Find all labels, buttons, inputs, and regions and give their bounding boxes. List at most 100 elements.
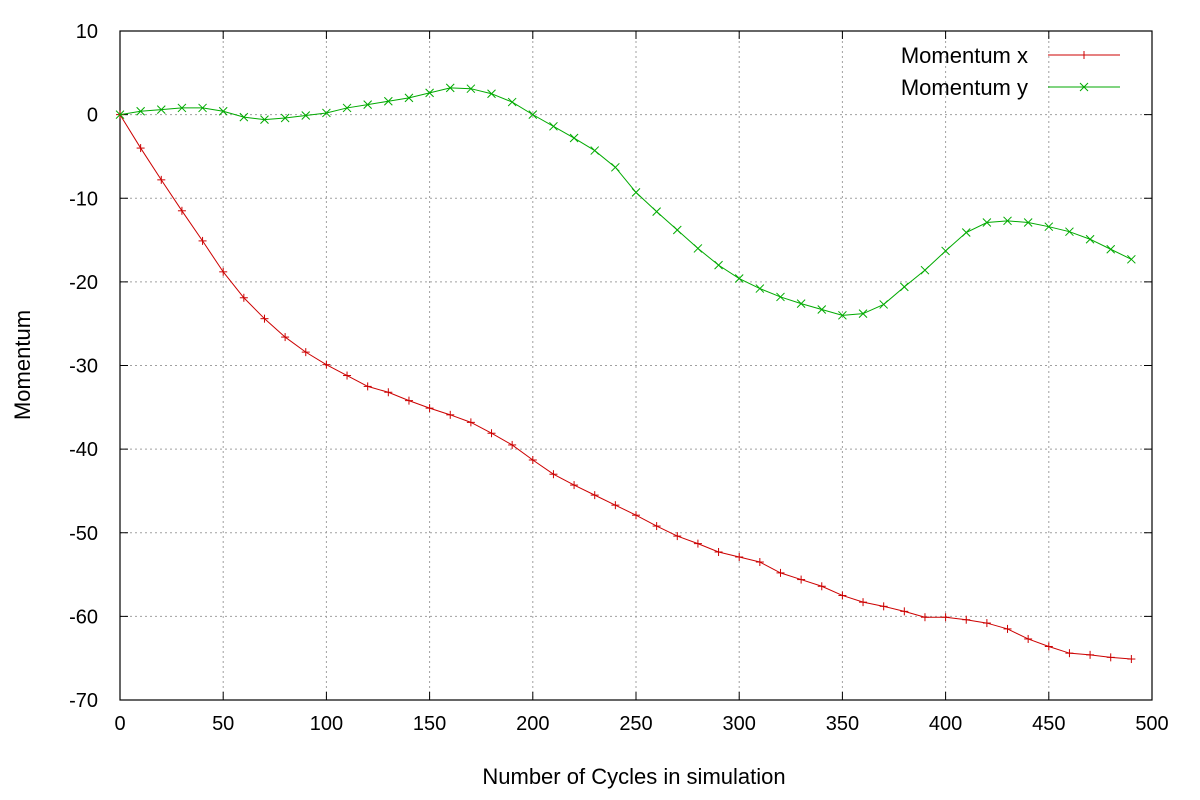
data-point [961, 228, 971, 237]
data-point [528, 110, 538, 119]
data-point [260, 115, 269, 124]
data-point [755, 284, 765, 293]
data-point [136, 106, 145, 116]
x-tick-label: 500 [1135, 713, 1168, 735]
data-point [446, 410, 455, 419]
y-tick-label: -20 [69, 272, 98, 294]
data-point [899, 282, 909, 292]
data-point [962, 615, 971, 624]
data-point [1044, 642, 1053, 651]
data-point [1127, 254, 1136, 264]
axis-ticks: 0 50 100 150 200 250 300 350 400 450 500100-10-20-… [69, 21, 1169, 735]
legend-label: Momentum y [901, 75, 1028, 100]
data-point [817, 582, 826, 591]
legend-marker [1079, 82, 1089, 92]
y-tick-label: -40 [69, 439, 98, 461]
data-point [672, 225, 682, 235]
legend-label: Momentum x [901, 43, 1028, 68]
data-point [796, 299, 806, 308]
data-point [1127, 655, 1136, 664]
data-point [879, 300, 889, 309]
data-point [363, 382, 372, 391]
series-momentum-y [115, 83, 1136, 320]
data-point [611, 162, 620, 172]
data-point [487, 89, 496, 99]
data-point [590, 146, 600, 155]
data-point [1065, 649, 1074, 658]
data-point [425, 88, 434, 98]
y-tick-label: -10 [69, 188, 98, 210]
x-tick-label: 400 [929, 713, 962, 735]
data-point [404, 93, 414, 103]
data-point [157, 175, 166, 184]
y-tick-label: -50 [69, 523, 98, 545]
data-point [652, 522, 661, 531]
data-point [549, 121, 558, 131]
x-axis-title: Number of Cycles in simulation [482, 764, 785, 789]
x-tick-label: 50 [212, 713, 234, 735]
data-point [590, 491, 599, 500]
data-point [1003, 624, 1012, 633]
data-point [1106, 244, 1116, 254]
data-point [281, 333, 290, 342]
data-point [673, 532, 682, 541]
data-point [198, 103, 207, 113]
data-point [383, 96, 393, 106]
data-point [631, 188, 641, 197]
y-tick-label: -60 [69, 606, 98, 628]
legend-entry: Momentum x [901, 43, 1120, 68]
series-line [119, 114, 1132, 660]
data-point [136, 144, 145, 153]
data-point [1003, 216, 1012, 226]
data-point [260, 314, 269, 323]
data-point [1086, 650, 1095, 659]
data-point [508, 440, 517, 449]
data-point [363, 100, 373, 109]
data-point [838, 310, 847, 320]
data-point [239, 112, 249, 122]
data-point [693, 244, 703, 253]
data-point [115, 110, 125, 119]
data-point [177, 206, 186, 215]
legend-entry: Momentum y [901, 75, 1120, 100]
y-tick-label: 0 [87, 105, 98, 127]
data-point [920, 265, 930, 275]
x-tick-label: 150 [413, 713, 446, 735]
data-point [1024, 634, 1033, 643]
data-point [549, 470, 558, 479]
data-point [652, 207, 661, 216]
data-point [900, 607, 909, 616]
data-point [734, 274, 744, 283]
data-point [570, 481, 579, 490]
data-point [466, 418, 475, 427]
data-point [280, 113, 290, 123]
series-layer [115, 83, 1136, 664]
data-point [384, 388, 393, 397]
data-point [219, 267, 228, 276]
data-point [817, 305, 827, 314]
y-tick-label: -70 [69, 690, 98, 712]
data-point [1065, 227, 1074, 237]
data-point [859, 598, 868, 607]
data-point [755, 558, 764, 567]
data-point [632, 511, 640, 520]
data-point [445, 83, 455, 93]
data-point [218, 106, 228, 116]
data-point [920, 613, 929, 622]
x-tick-label: 250 [619, 713, 652, 735]
data-point [404, 396, 413, 405]
data-point [714, 547, 723, 556]
x-tick-label: 450 [1032, 713, 1065, 735]
data-point [982, 218, 992, 227]
y-axis-title: Momentum [10, 310, 35, 420]
data-point [425, 404, 434, 413]
data-point [528, 455, 537, 464]
legend-marker [1080, 51, 1088, 59]
data-point [342, 103, 352, 113]
data-point [941, 613, 950, 622]
data-point [177, 103, 187, 113]
data-point [301, 348, 310, 357]
data-point [611, 501, 620, 510]
data-point [1085, 234, 1095, 244]
data-point [507, 97, 517, 107]
